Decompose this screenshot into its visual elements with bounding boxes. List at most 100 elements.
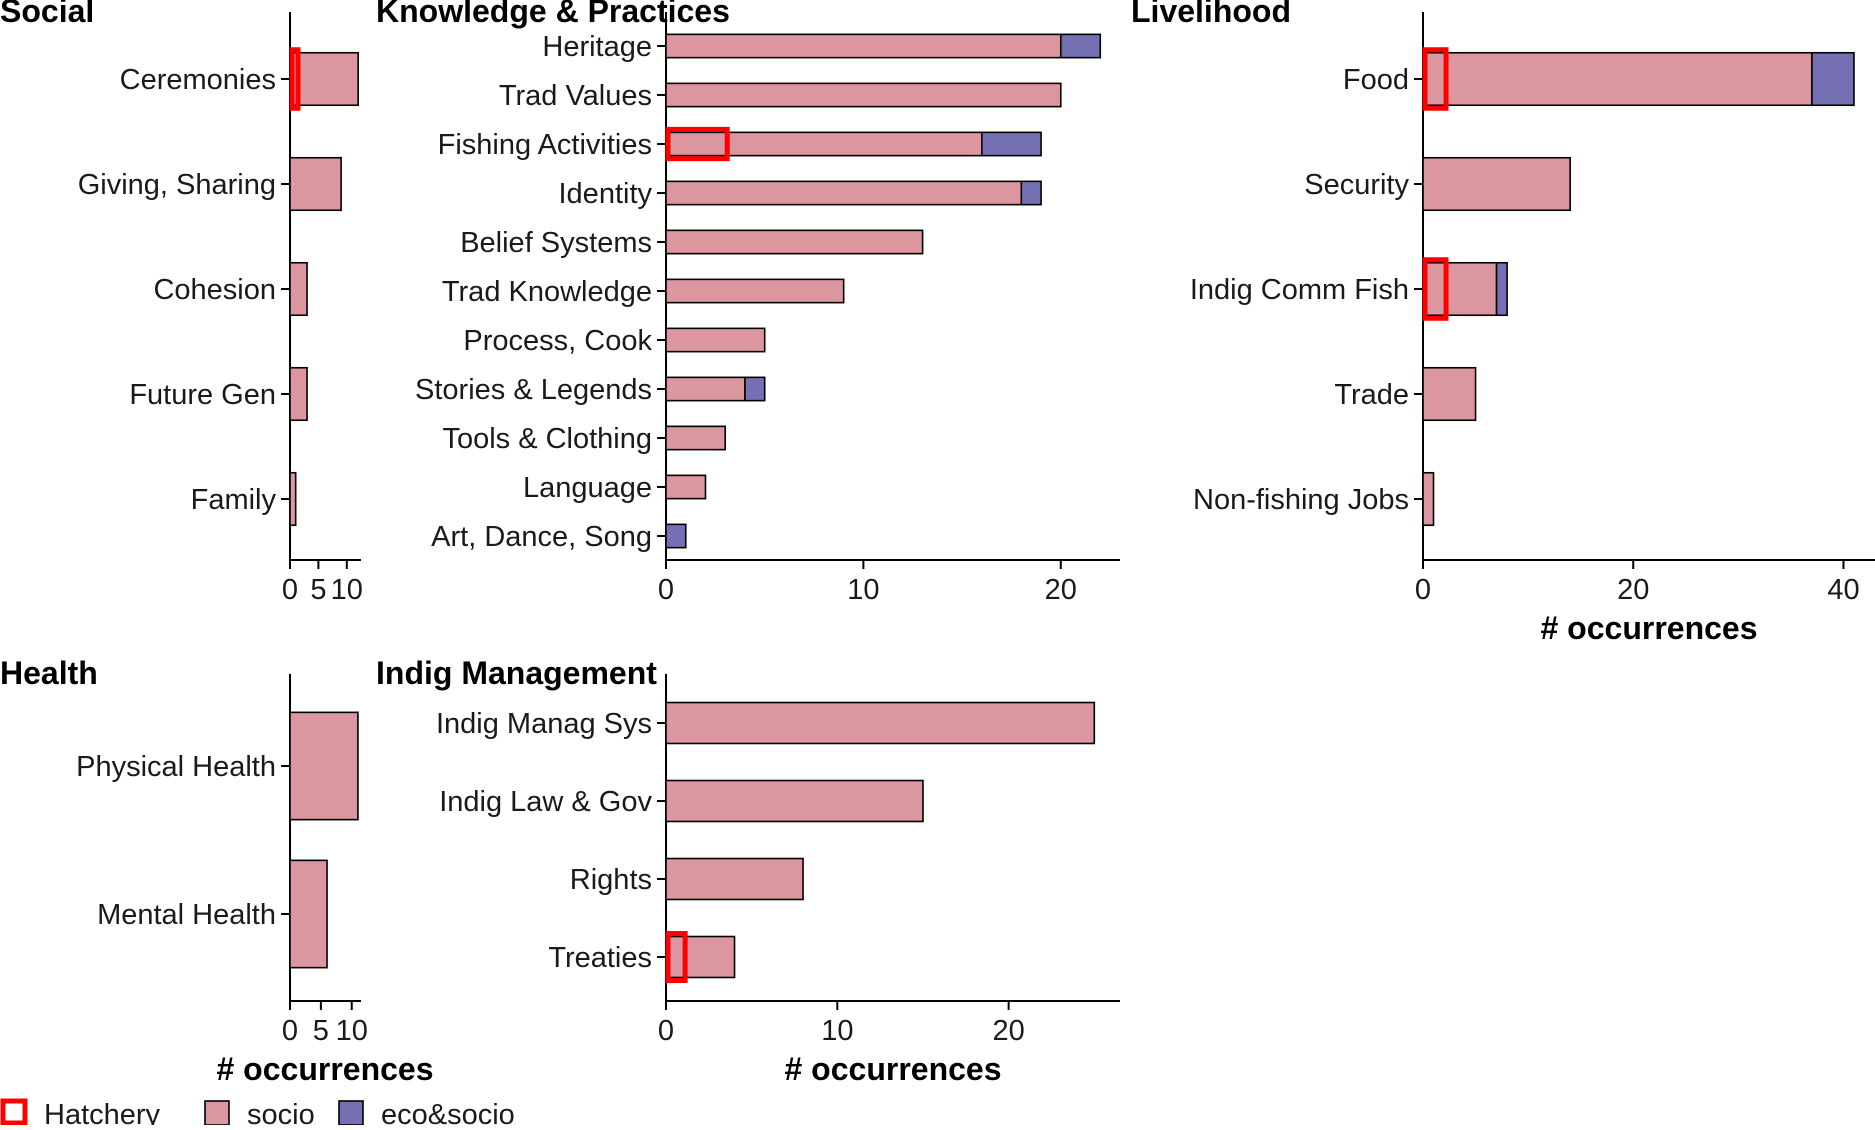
panel-title: Health [0, 655, 98, 691]
bar-socio-family [289, 471, 297, 527]
bar-socio-trad-values [665, 82, 1062, 108]
category-label: Security [1304, 169, 1409, 201]
x-tick-label: 0 [658, 574, 674, 606]
category-label: Food [1343, 64, 1409, 96]
bar-socio-cohesion [289, 261, 308, 317]
panel-title: Livelihood [1131, 0, 1291, 29]
category-label: Rights [570, 864, 652, 896]
panel-title: Indig Management [376, 655, 657, 691]
bar-socio-indig-manag-sys [665, 701, 1096, 745]
x-tick-label: 10 [336, 1015, 368, 1047]
bar-socio-belief-systems [665, 229, 924, 255]
x-axis-label: # occurrences [216, 1051, 433, 1087]
category-label: Non-fishing Jobs [1193, 484, 1409, 516]
category-label: Indig Law & Gov [439, 786, 652, 818]
legend-key-eco-socio [338, 1100, 364, 1126]
category-label: Belief Systems [460, 227, 652, 259]
hatchery-outline-ceremonies [289, 47, 301, 111]
x-tick-label: 20 [1045, 574, 1077, 606]
bar-socio-non-fishing-jobs [1422, 471, 1435, 527]
x-tick-label: 0 [282, 574, 298, 606]
category-label: Family [191, 484, 277, 516]
legend: Hatchery socio eco&socio [0, 1098, 515, 1130]
bar-socio-giving-sharing [289, 156, 342, 212]
panel-title: Knowledge & Practices [376, 0, 730, 29]
bar-socio-security [1422, 156, 1571, 212]
bar-socio-language [665, 474, 707, 500]
bar-socio-heritage [665, 33, 1062, 59]
category-label: Stories & Legends [415, 374, 652, 406]
x-tick-label: 5 [313, 1015, 329, 1047]
bar-socio-trad-knowledge [665, 278, 845, 304]
category-label: Ceremonies [120, 64, 276, 96]
bar-socio-trade [1422, 366, 1477, 422]
bar-socio-indig-law-gov [665, 779, 924, 823]
panel-title: Social [0, 0, 94, 29]
panel-indig-management: Indig Management 0 10 20 # occurrences Indig … [376, 655, 1120, 1087]
panel-social: Social 0 5 10 Ceremonies Giving, Sharing Cohes… [0, 0, 363, 606]
x-tick-label: 0 [1415, 574, 1431, 606]
bar-eco-socio-indig-comm-fish [1495, 261, 1508, 317]
category-label: Art, Dance, Song [431, 521, 652, 553]
category-label: Language [523, 472, 652, 504]
x-tick-label: 10 [847, 574, 879, 606]
x-tick-label: 5 [310, 574, 326, 606]
bar-socio-stories-legends [665, 376, 746, 402]
bar-eco-socio-stories-legends [744, 376, 766, 402]
legend-label-socio: socio [247, 1099, 315, 1125]
bar-eco-socio-fishing-activities [981, 131, 1042, 157]
bar-socio-ceremonies [289, 51, 359, 107]
panel-knowledge-practices: Knowledge & Practices 0 10 20 Heritage Trad V… [376, 0, 1120, 606]
bar-socio-mental-health [289, 859, 328, 969]
hatchery-outline-fishing-activities [665, 126, 730, 162]
x-tick-label: 20 [1617, 574, 1649, 606]
bar-eco-socio-identity [1020, 180, 1042, 206]
bar-eco-socio-heritage [1059, 33, 1102, 59]
bar-socio-tools-clothing [665, 425, 727, 451]
category-label: Trade [1334, 379, 1409, 411]
x-tick-label: 20 [993, 1015, 1025, 1047]
bar-eco-socio-art-dance-song [665, 523, 687, 549]
bar-socio-future-gen [289, 366, 308, 422]
category-label: Mental Health [97, 899, 276, 931]
category-label: Trad Values [499, 80, 652, 112]
category-label: Process, Cook [463, 325, 652, 357]
bar-socio-indig-comm-fish [1422, 261, 1498, 317]
hatchery-outline-food [1422, 47, 1449, 111]
panel-livelihood: Livelihood 0 20 40 # occurrences Food Security… [1131, 0, 1875, 646]
category-label: Indig Manag Sys [436, 708, 652, 740]
x-tick-label: 40 [1827, 574, 1859, 606]
category-label: Fishing Activities [438, 129, 652, 161]
x-tick-label: 10 [331, 574, 363, 606]
category-label: Indig Comm Fish [1190, 274, 1409, 306]
bar-socio-identity [665, 180, 1023, 206]
legend-key-socio [204, 1100, 230, 1126]
bar-socio-process-cook [665, 327, 766, 353]
bar-eco-socio-food [1811, 51, 1855, 107]
x-tick-label: 0 [282, 1015, 298, 1047]
category-label: Physical Health [76, 751, 276, 783]
hatchery-outline-treaties [665, 931, 688, 983]
legend-label-hatchery: Hatchery [44, 1099, 161, 1125]
bar-socio-food [1422, 51, 1813, 107]
bar-socio-rights [665, 857, 804, 901]
x-axis-label: # occurrences [784, 1051, 1001, 1087]
legend-label-eco-socio: eco&socio [381, 1099, 515, 1125]
category-label: Treaties [548, 942, 652, 974]
legend-key-hatchery [0, 1098, 28, 1126]
bar-socio-fishing-activities [665, 131, 983, 157]
x-axis-label: # occurrences [1540, 610, 1757, 646]
x-tick-label: 10 [821, 1015, 853, 1047]
x-tick-label: 0 [658, 1015, 674, 1047]
bar-socio-physical-health [289, 711, 359, 821]
panel-health: Health 0 5 10 # occurrences Physical Health Me… [0, 655, 434, 1087]
category-label: Giving, Sharing [78, 169, 276, 201]
category-label: Cohesion [153, 274, 276, 306]
category-label: Tools & Clothing [442, 423, 652, 455]
category-label: Heritage [542, 31, 652, 63]
hatchery-outline-indig-comm-fish [1422, 257, 1449, 321]
category-label: Trad Knowledge [442, 276, 652, 308]
